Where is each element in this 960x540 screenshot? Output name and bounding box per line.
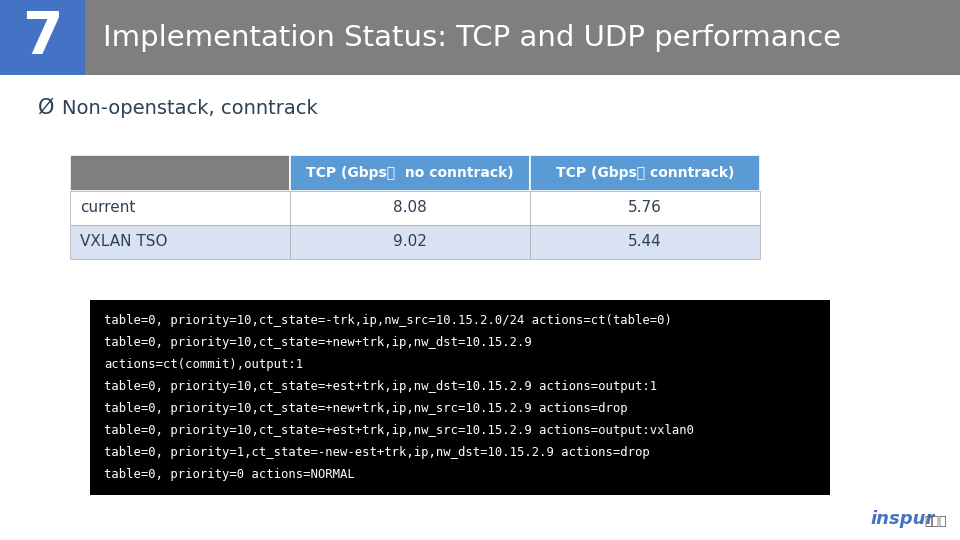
Bar <box>530 191 760 225</box>
Bar <box>0 0 960 75</box>
Text: actions=ct(commit),output:1: actions=ct(commit),output:1 <box>104 358 303 371</box>
Bar <box>290 191 530 225</box>
Text: Implementation Status: TCP and UDP performance: Implementation Status: TCP and UDP perfo… <box>103 24 841 51</box>
Text: table=0, priority=0 actions=NORMAL: table=0, priority=0 actions=NORMAL <box>104 468 355 481</box>
Bar <box>70 225 290 259</box>
Text: 7: 7 <box>22 9 62 66</box>
Text: table=0, priority=10,ct_state=+est+trk,ip,nw_src=10.15.2.9 actions=output:vxlan0: table=0, priority=10,ct_state=+est+trk,i… <box>104 424 694 437</box>
Text: 5.44: 5.44 <box>628 234 661 249</box>
Bar <box>70 155 290 191</box>
Text: table=0, priority=10,ct_state=+new+trk,ip,nw_dst=10.15.2.9: table=0, priority=10,ct_state=+new+trk,i… <box>104 336 532 349</box>
Text: Non-openstack, conntrack: Non-openstack, conntrack <box>62 98 318 118</box>
Bar <box>530 155 760 191</box>
Text: 浪潮云: 浪潮云 <box>924 515 947 528</box>
Text: TCP (Gbps， conntrack): TCP (Gbps， conntrack) <box>556 166 734 180</box>
Text: current: current <box>80 200 135 215</box>
Text: inspur: inspur <box>870 510 934 528</box>
Text: 9.02: 9.02 <box>393 234 427 249</box>
Text: table=0, priority=10,ct_state=+est+trk,ip,nw_dst=10.15.2.9 actions=output:1: table=0, priority=10,ct_state=+est+trk,i… <box>104 380 658 393</box>
Text: 8.08: 8.08 <box>394 200 427 215</box>
Bar <box>290 155 530 191</box>
Text: table=0, priority=10,ct_state=-trk,ip,nw_src=10.15.2.0/24 actions=ct(table=0): table=0, priority=10,ct_state=-trk,ip,nw… <box>104 314 672 327</box>
Text: table=0, priority=10,ct_state=+new+trk,ip,nw_src=10.15.2.9 actions=drop: table=0, priority=10,ct_state=+new+trk,i… <box>104 402 628 415</box>
Bar <box>0 0 85 75</box>
Text: TCP (Gbps，  no conntrack): TCP (Gbps， no conntrack) <box>306 166 514 180</box>
Text: 5.76: 5.76 <box>628 200 662 215</box>
Bar <box>530 225 760 259</box>
Text: table=0, priority=1,ct_state=-new-est+trk,ip,nw_dst=10.15.2.9 actions=drop: table=0, priority=1,ct_state=-new-est+tr… <box>104 446 650 459</box>
Bar <box>290 225 530 259</box>
Bar <box>90 300 830 495</box>
Bar <box>70 191 290 225</box>
Text: VXLAN TSO: VXLAN TSO <box>80 234 167 249</box>
Text: Ø: Ø <box>38 98 55 118</box>
